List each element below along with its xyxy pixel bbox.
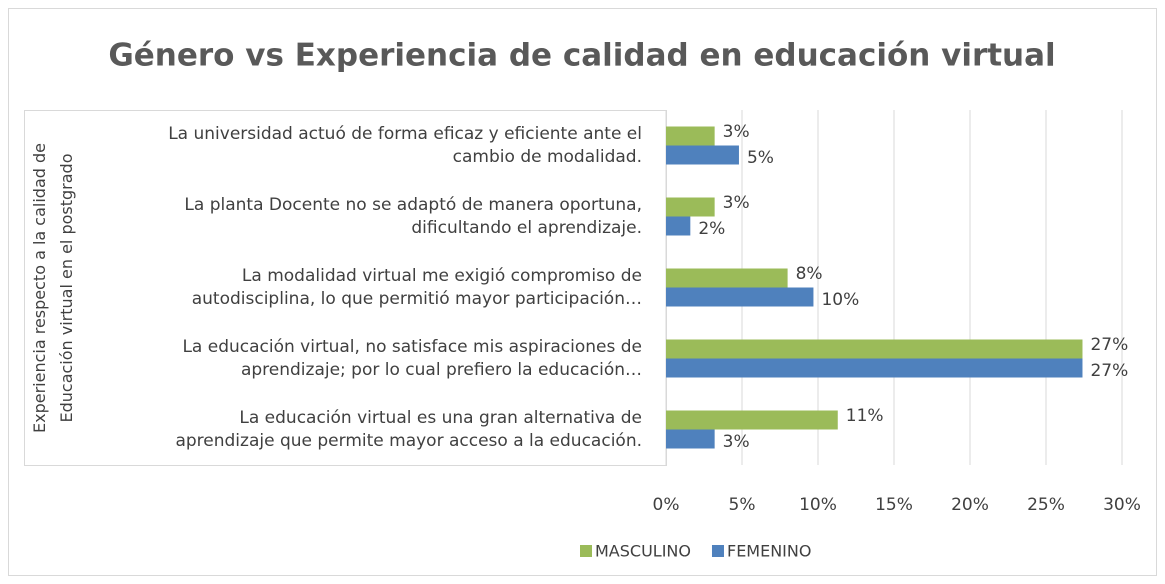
x-tick-label: 15%	[875, 495, 913, 515]
data-label: 27%	[1090, 361, 1128, 381]
x-tick-label: 5%	[729, 495, 756, 515]
y-tick-label: La educación virtual, no satisface mis a…	[182, 336, 642, 380]
bar	[666, 145, 739, 165]
data-label: 2%	[698, 219, 725, 239]
y-tick-label: La universidad actuó de forma eficaz y e…	[168, 123, 642, 167]
y-tick-label: La educación virtual es una gran alterna…	[175, 407, 642, 451]
bar	[666, 287, 814, 307]
bar	[666, 216, 691, 236]
bar	[666, 410, 838, 430]
legend-swatch	[580, 545, 592, 557]
bar	[666, 429, 715, 449]
data-label: 10%	[821, 290, 859, 310]
bar	[666, 268, 788, 288]
bar	[666, 358, 1083, 378]
bar	[666, 197, 715, 217]
legend-label: FEMENINO	[727, 542, 811, 561]
data-label: 3%	[723, 193, 750, 213]
legend-swatch	[711, 545, 724, 557]
x-tick-label: 25%	[1027, 495, 1065, 515]
data-label: 8%	[796, 264, 823, 284]
x-tick-label: 0%	[653, 495, 680, 515]
y-tick-label: La modalidad virtual me exigió compromis…	[191, 265, 642, 309]
legend-label: MASCULINO	[595, 542, 691, 561]
chart-border	[8, 8, 1157, 576]
data-label: 3%	[723, 122, 750, 142]
data-label: 11%	[846, 406, 884, 426]
bar	[666, 126, 715, 146]
x-tick-label: 20%	[951, 495, 989, 515]
data-label: 5%	[747, 148, 774, 168]
y-tick-label: La planta Docente no se adaptó de manera…	[184, 194, 642, 238]
x-tick-label: 10%	[799, 495, 837, 515]
data-label: 27%	[1090, 335, 1128, 355]
x-tick-label: 30%	[1103, 495, 1141, 515]
bar	[666, 339, 1083, 359]
chart-title: Género vs Experiencia de calidad en educ…	[108, 38, 1055, 74]
data-label: 3%	[723, 432, 750, 452]
